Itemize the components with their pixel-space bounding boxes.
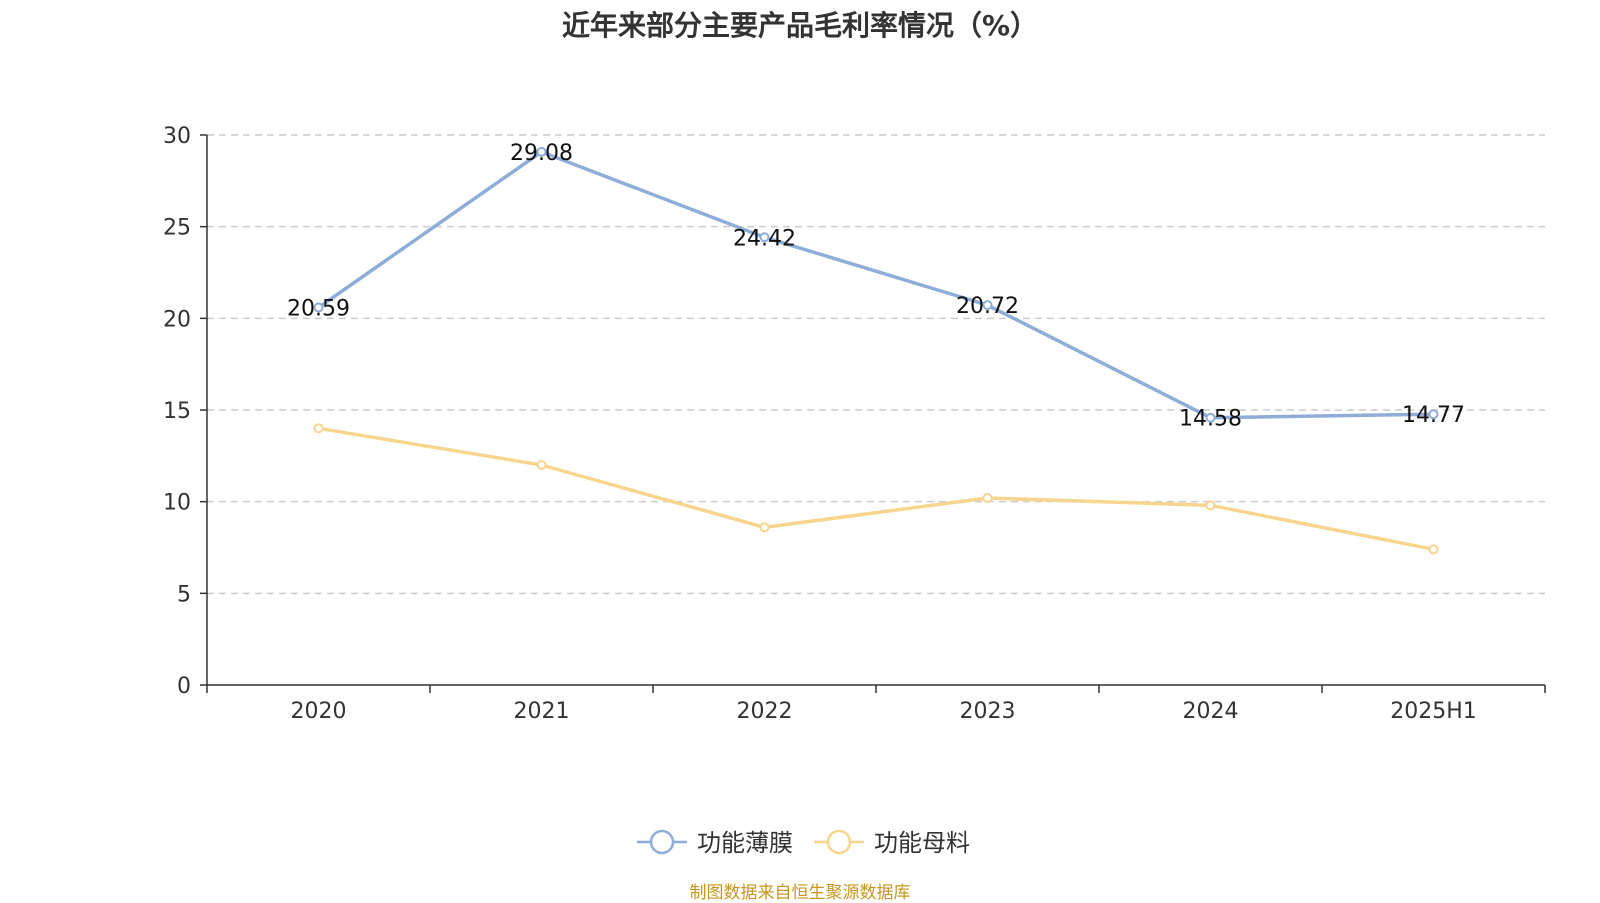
axes: 0 5 10 15 20 25 30 2020 2021 2022 2023 2024 2025H1 (163, 124, 1546, 724)
source-note: 制图数据来自恒生聚源数据库 (689, 883, 911, 903)
data-point[interactable] (1428, 544, 1439, 555)
legend-marker (826, 829, 852, 855)
data-label: 14.77 (1402, 403, 1465, 428)
y-tick-label: 0 (177, 674, 191, 699)
y-tick-label: 5 (177, 582, 191, 607)
legend-item-0[interactable]: 功能薄膜 (637, 829, 793, 857)
data-point[interactable] (982, 300, 993, 311)
y-tick-label: 25 (163, 216, 191, 241)
x-tick-label: 2021 (514, 699, 570, 724)
legend-label: 功能薄膜 (697, 829, 793, 857)
data-point[interactable] (536, 460, 547, 470)
legend-marker (649, 829, 675, 855)
data-label: 24.42 (733, 226, 796, 251)
legend[interactable]: 功能薄膜 功能母料 (637, 829, 970, 857)
y-tick-label: 30 (163, 124, 191, 149)
data-point[interactable] (536, 146, 547, 157)
y-tick-label: 15 (163, 399, 191, 424)
series-lines (313, 146, 1439, 555)
x-tick-label: 2023 (960, 699, 1016, 724)
data-point[interactable] (759, 522, 770, 533)
data-point[interactable] (759, 232, 770, 243)
grid-lines (207, 134, 1545, 595)
series-line-1 (318, 426, 1434, 552)
data-label: 14.58 (1179, 407, 1242, 432)
data-label: 20.59 (287, 297, 350, 322)
data-point[interactable] (1205, 412, 1216, 423)
data-point[interactable] (313, 302, 324, 313)
data-point[interactable] (1205, 500, 1216, 511)
chart-title: 近年来部分主要产品毛利率情况（%） (561, 9, 1039, 42)
x-tick-label: 2020 (291, 699, 347, 724)
y-tick-label: 20 (163, 307, 191, 332)
data-labels: 20.59 29.08 24.42 20.72 14.58 14.77 (287, 141, 1465, 432)
legend-item-1[interactable]: 功能母料 (814, 829, 970, 857)
data-label: 20.72 (956, 294, 1019, 319)
data-point[interactable] (1428, 409, 1439, 420)
series-line-0 (317, 150, 1434, 420)
x-tick-label: 2025H1 (1390, 699, 1477, 724)
data-label: 29.08 (510, 141, 573, 166)
y-tick-label: 10 (163, 491, 191, 516)
data-point[interactable] (313, 423, 324, 434)
data-point[interactable] (982, 493, 993, 503)
x-tick-label: 2022 (737, 699, 793, 724)
x-tick-label: 2024 (1183, 699, 1239, 724)
legend-label: 功能母料 (874, 829, 970, 857)
